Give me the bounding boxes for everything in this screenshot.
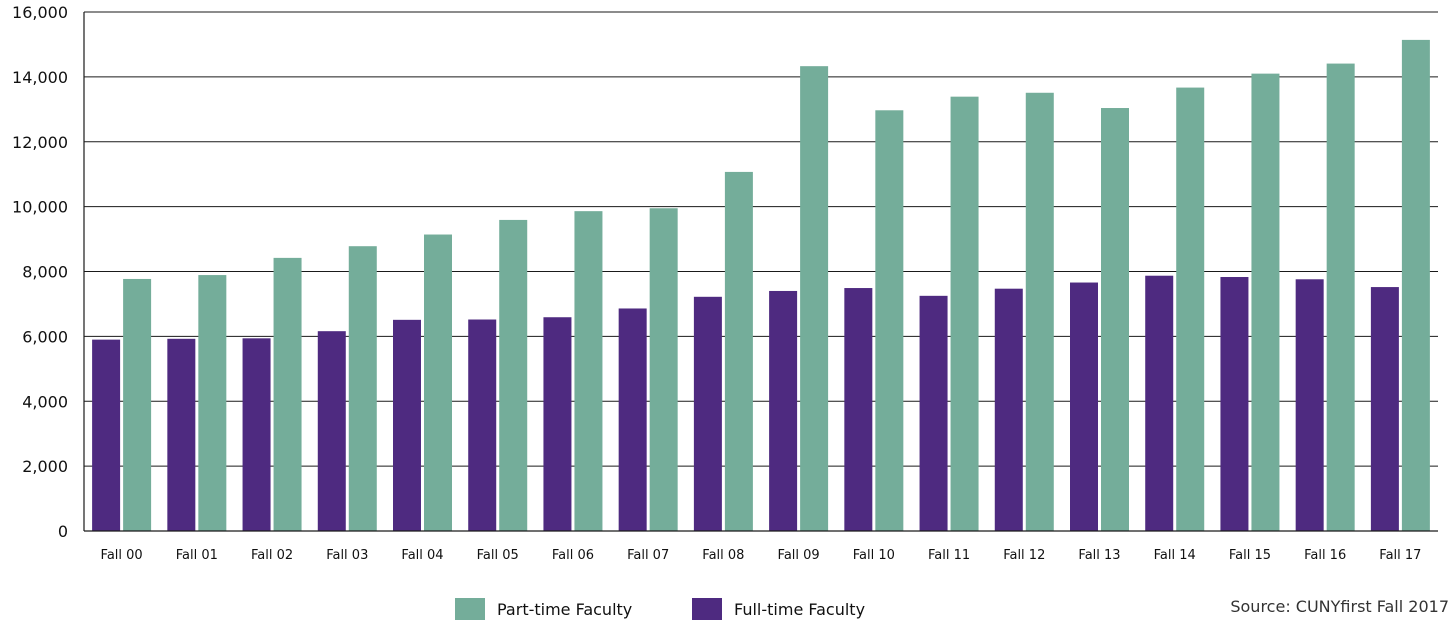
bar-full-time-16 bbox=[1295, 279, 1324, 531]
bar-part-time-5 bbox=[499, 219, 528, 531]
bar-full-time-14 bbox=[1145, 275, 1174, 531]
bar-full-time-12 bbox=[994, 288, 1023, 531]
x-category-label: Fall 14 bbox=[1154, 548, 1196, 563]
bar-part-time-8 bbox=[724, 171, 753, 531]
x-category-label: Fall 10 bbox=[853, 548, 895, 563]
bar-part-time-17 bbox=[1401, 39, 1430, 532]
bars bbox=[92, 39, 1430, 532]
bar-part-time-3 bbox=[348, 246, 377, 532]
x-category-label: Fall 06 bbox=[552, 548, 594, 563]
bar-full-time-13 bbox=[1070, 282, 1098, 531]
bar-part-time-13 bbox=[1101, 108, 1129, 531]
bar-part-time-2 bbox=[273, 257, 302, 531]
bar-full-time-10 bbox=[844, 288, 873, 531]
y-tick-label: 16,000 bbox=[12, 3, 68, 22]
y-axis-tick-labels: 0 2,000 4,000 6,000 8,000 10,000 12,000 14,000 1… bbox=[12, 3, 68, 541]
x-category-label: Fall 07 bbox=[627, 548, 669, 563]
axes bbox=[83, 12, 1438, 532]
bar-full-time-7 bbox=[618, 308, 647, 531]
bar-part-time-6 bbox=[574, 211, 603, 531]
bar-full-time-2 bbox=[242, 338, 271, 531]
x-category-label: Fall 01 bbox=[176, 548, 218, 563]
x-axis-category-labels: Fall 00 Fall 01 Fall 02 Fall 03 Fall 04 Fall … bbox=[101, 548, 1422, 563]
y-tick-label: 12,000 bbox=[12, 133, 68, 152]
bar-full-time-0 bbox=[92, 339, 121, 531]
x-category-label: Fall 15 bbox=[1229, 548, 1271, 563]
legend-full-time: Full-time Faculty bbox=[692, 598, 865, 620]
bar-full-time-17 bbox=[1370, 287, 1399, 531]
y-tick-label: 4,000 bbox=[22, 392, 68, 411]
bar-part-time-11 bbox=[950, 96, 979, 532]
x-category-label: Fall 13 bbox=[1078, 548, 1120, 563]
bar-full-time-11 bbox=[919, 295, 948, 531]
x-category-label: Fall 05 bbox=[477, 548, 519, 563]
bar-full-time-9 bbox=[769, 290, 798, 531]
bar-full-time-4 bbox=[393, 319, 421, 531]
bar-full-time-1 bbox=[167, 338, 196, 531]
legend-part-time: Part-time Faculty bbox=[455, 598, 632, 620]
y-tick-label: 6,000 bbox=[22, 327, 68, 346]
legend-part-time-label: Part-time Faculty bbox=[497, 600, 632, 619]
x-category-label: Fall 03 bbox=[326, 548, 368, 563]
bar-full-time-6 bbox=[543, 317, 572, 531]
bar-full-time-5 bbox=[468, 319, 497, 531]
bar-full-time-3 bbox=[317, 331, 346, 531]
legend-full-time-label: Full-time Faculty bbox=[734, 600, 865, 619]
y-tick-label: 0 bbox=[58, 522, 68, 541]
x-category-label: Fall 09 bbox=[778, 548, 820, 563]
bar-part-time-0 bbox=[123, 278, 152, 531]
y-tick-label: 8,000 bbox=[22, 263, 68, 282]
x-category-label: Fall 00 bbox=[101, 548, 143, 563]
gridlines bbox=[84, 11, 1438, 467]
bar-part-time-9 bbox=[800, 66, 829, 531]
bar-part-time-1 bbox=[198, 275, 227, 531]
x-category-label: Fall 02 bbox=[251, 548, 293, 563]
bar-part-time-14 bbox=[1176, 87, 1205, 531]
bar-part-time-16 bbox=[1326, 63, 1355, 532]
bar-part-time-10 bbox=[875, 110, 904, 532]
bar-part-time-7 bbox=[649, 208, 678, 531]
x-category-label: Fall 17 bbox=[1379, 548, 1421, 563]
bar-part-time-15 bbox=[1251, 73, 1280, 531]
y-tick-label: 14,000 bbox=[12, 68, 68, 87]
legend-full-time-swatch bbox=[692, 598, 722, 620]
x-category-label: Fall 04 bbox=[401, 548, 443, 563]
x-category-label: Fall 11 bbox=[928, 548, 970, 563]
x-category-label: Fall 08 bbox=[702, 548, 744, 563]
bar-part-time-12 bbox=[1025, 92, 1054, 531]
bar-full-time-8 bbox=[693, 296, 722, 531]
x-category-label: Fall 12 bbox=[1003, 548, 1045, 563]
y-tick-label: 2,000 bbox=[22, 457, 68, 476]
source-note: Source: CUNYfirst Fall 2017 bbox=[1230, 597, 1449, 616]
bar-part-time-4 bbox=[424, 234, 452, 532]
legend-part-time-swatch bbox=[455, 598, 485, 620]
legend: Part-time Faculty Full-time Faculty bbox=[455, 598, 865, 620]
y-tick-label: 10,000 bbox=[12, 198, 68, 217]
bar-full-time-15 bbox=[1220, 277, 1249, 531]
x-category-label: Fall 16 bbox=[1304, 548, 1346, 563]
